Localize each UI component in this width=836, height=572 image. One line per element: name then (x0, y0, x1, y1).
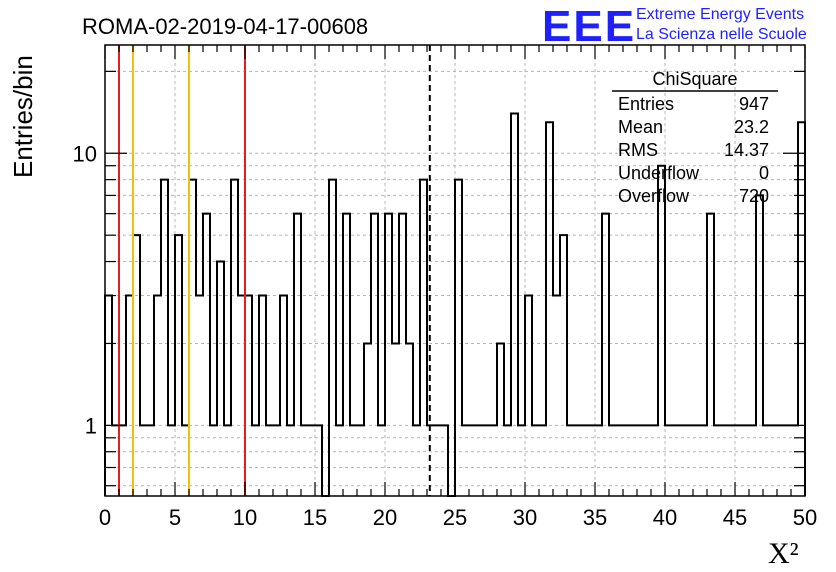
logo-text: EEE (542, 2, 636, 51)
x-tick-label: 5 (169, 505, 181, 530)
eee-logo: EEE Extreme Energy Events La Scienza nel… (542, 2, 807, 51)
axis-ticks: 0 5 10 15 20 25 30 35 40 45 50 1 10 (73, 45, 817, 530)
histogram-series (104, 112, 806, 497)
x-tick-label: 40 (653, 505, 677, 530)
x-tick-label: 45 (723, 505, 747, 530)
stats-row-value: 23.2 (734, 117, 769, 137)
stats-row-value: 720 (739, 186, 769, 206)
y-axis-label: Entries/bin (8, 55, 38, 178)
stats-title: ChiSquare (652, 69, 737, 89)
stats-row-label: RMS (618, 140, 658, 160)
x-tick-label: 35 (583, 505, 607, 530)
x-tick-label: 30 (513, 505, 537, 530)
stats-row-label: Underflow (618, 163, 700, 183)
y-tick-label: 1 (85, 413, 97, 438)
reference-lines (118, 45, 431, 496)
stats-box: ChiSquare Entries 947 Mean 23.2 RMS 14.37 Unde… (612, 69, 778, 206)
stats-row-label: Entries (618, 94, 674, 114)
x-tick-label: 10 (233, 505, 257, 530)
stats-row-value: 0 (759, 163, 769, 183)
x-tick-label: 25 (443, 505, 467, 530)
histogram-line (104, 112, 806, 497)
stats-row-value: 947 (739, 94, 769, 114)
x-tick-label: 15 (303, 505, 327, 530)
stats-row-value: 14.37 (724, 140, 769, 160)
logo-line1: Extreme Energy Events (636, 6, 804, 23)
stats-rows: Entries 947 Mean 23.2 RMS 14.37 Underflow 0 Over… (618, 94, 769, 206)
x-axis-label: X² (768, 537, 799, 570)
x-tick-label: 50 (793, 505, 817, 530)
y-tick-label: 10 (73, 141, 97, 166)
x-tick-label: 0 (99, 505, 111, 530)
stats-row-label: Overflow (618, 186, 690, 206)
x-tick-label: 20 (373, 505, 397, 530)
stats-row-label: Mean (618, 117, 663, 137)
run-title: ROMA-02-2019-04-17-00608 (82, 14, 368, 39)
logo-line2: La Scienza nelle Scuole (636, 26, 807, 43)
